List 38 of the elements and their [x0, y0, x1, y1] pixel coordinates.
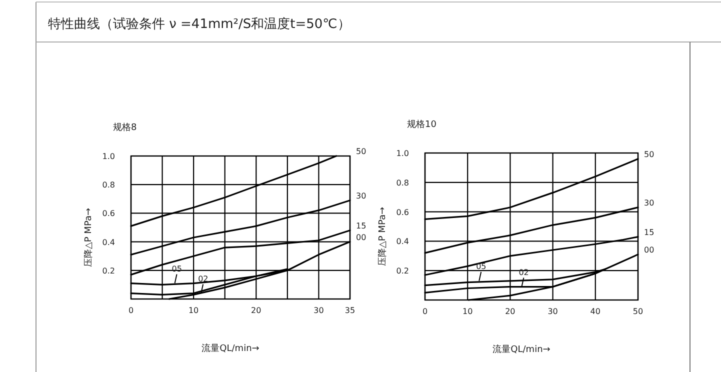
y-axis-title: 压降△P MPa→	[83, 208, 94, 268]
y-tick-label: 0.2	[396, 266, 409, 276]
y-tick-label: 0.4	[102, 238, 115, 247]
x-tick-label: 10	[462, 307, 473, 316]
x-tick-label: 40	[590, 307, 600, 316]
y-axis-title: 压降△P MPa→	[377, 206, 388, 266]
x-axis-title: 流量QL/min→	[202, 343, 260, 354]
y-tick-label: 0.6	[102, 209, 115, 218]
y-tick-label: 0.4	[396, 237, 409, 246]
annotation: 02	[198, 274, 208, 284]
x-tick-label: 30	[548, 307, 558, 316]
x-axis-title: 流量QL/min→	[492, 344, 551, 355]
y-tick-label: 0.8	[102, 180, 115, 190]
x-tick-label: 0	[128, 306, 134, 315]
series-label: 15	[356, 221, 366, 230]
chart-subtitle: 规格8	[113, 122, 137, 133]
x-tick-label: 30	[314, 306, 324, 315]
y-tick-label: 0.8	[396, 178, 409, 188]
x-tick-label: 50	[632, 307, 644, 316]
series-label: 15	[644, 228, 654, 237]
series-label: 30	[356, 191, 366, 200]
y-tick-label: 1.0	[102, 152, 115, 161]
series-label: 00	[644, 245, 654, 254]
series-label: 00	[356, 232, 366, 242]
annotation: 05	[476, 262, 486, 271]
text: 50	[356, 147, 366, 156]
chart-title: 特性曲线（试验条件 ν =41mm²/S和温度t=50℃）	[48, 16, 350, 32]
chart-subtitle: 规格10	[407, 119, 437, 130]
y-tick-label: 0.2	[102, 266, 115, 276]
x-tick-label: 20	[505, 307, 516, 316]
x-tick-label: 20	[251, 306, 262, 315]
x-tick-label: 10	[188, 306, 199, 315]
series-label: 50	[644, 150, 654, 159]
x-tick-label: 0	[422, 307, 428, 316]
series-label: 30	[644, 198, 654, 208]
y-tick-label: 1.0	[396, 149, 409, 158]
y-tick-label: 0.6	[396, 208, 409, 217]
x-tick-label: 35	[344, 306, 356, 315]
